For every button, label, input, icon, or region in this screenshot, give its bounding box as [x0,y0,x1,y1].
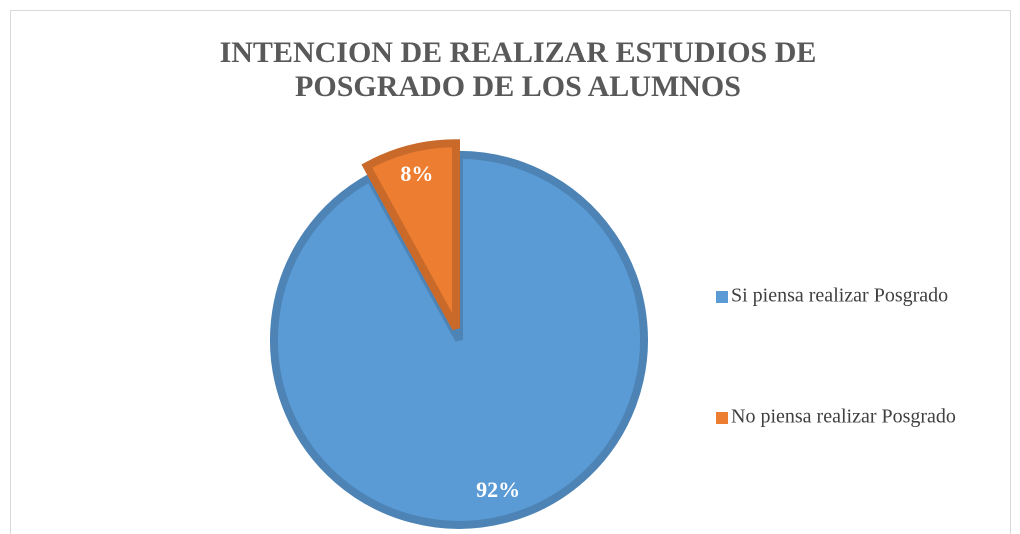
data-label: 92% [476,477,520,502]
chart-title: INTENCION DE REALIZAR ESTUDIOS DE [220,36,817,69]
pie-slice [361,139,461,331]
chart-title: POSGRADO DE LOS ALUMNOS [295,70,741,103]
legend-swatch [716,291,728,303]
legend-label: Si piensa realizar Posgrado [731,285,948,307]
legend-label: No piensa realizar Posgrado [731,406,956,428]
data-label: 8% [400,161,433,186]
pie-slice [270,150,648,529]
legend-swatch [716,412,728,424]
